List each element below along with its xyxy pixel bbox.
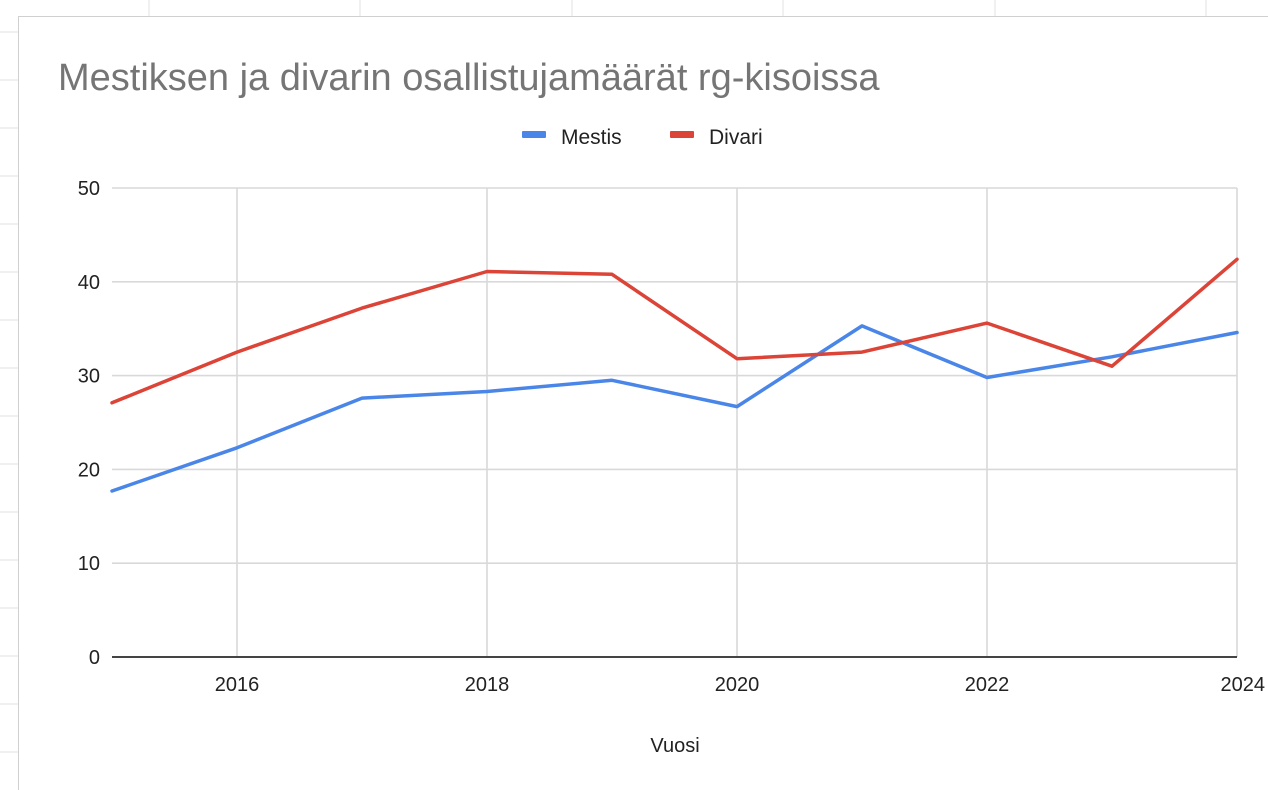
legend-swatch-divari bbox=[670, 131, 694, 138]
gridlines bbox=[112, 187, 1238, 657]
x-tick-label-2024: 2024 bbox=[1221, 674, 1266, 696]
legend-label-divari: Divari bbox=[709, 126, 763, 149]
series-line-mestis[interactable] bbox=[110, 324, 1239, 493]
x-axis-title: Vuosi bbox=[650, 735, 699, 757]
x-tick-label-2018: 2018 bbox=[465, 674, 510, 696]
legend[interactable]: Mestis Divari bbox=[522, 126, 763, 149]
y-tick-label-50: 50 bbox=[78, 178, 100, 200]
x-tick-label-2022: 2022 bbox=[965, 674, 1010, 696]
x-axis-ticks: 2016 2018 2020 2022 2024 bbox=[215, 674, 1265, 696]
y-tick-label-30: 30 bbox=[78, 366, 100, 388]
x-tick-label-2020: 2020 bbox=[715, 674, 760, 696]
y-axis-ticks: 0 10 20 30 40 50 bbox=[78, 178, 100, 669]
y-tick-label-40: 40 bbox=[78, 272, 100, 294]
series-line-divari[interactable] bbox=[110, 257, 1239, 405]
chart-card[interactable] bbox=[18, 16, 1268, 790]
y-tick-label-10: 10 bbox=[78, 553, 100, 575]
y-tick-label-0: 0 bbox=[89, 647, 100, 669]
legend-label-mestis: Mestis bbox=[561, 126, 622, 149]
y-tick-label-20: 20 bbox=[78, 459, 100, 481]
legend-swatch-mestis bbox=[522, 131, 546, 138]
series-lines bbox=[110, 257, 1239, 493]
x-tick-label-2016: 2016 bbox=[215, 674, 260, 696]
chart-title: Mestiksen ja divarin osallistujamäärät r… bbox=[58, 57, 880, 99]
